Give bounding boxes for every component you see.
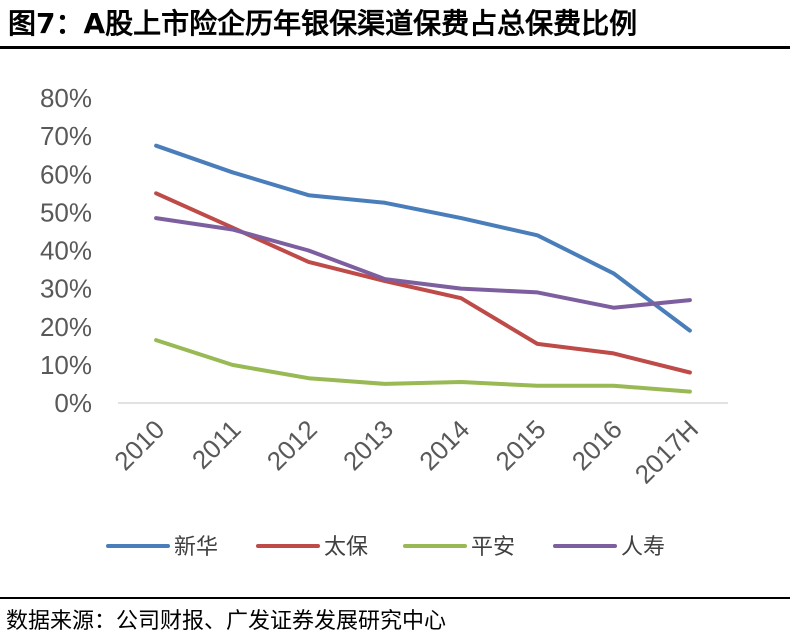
line-chart: 0%10%20%30%40%50%60%70%80% 2010 2011 2012 2… [40,83,728,560]
y-axis-labels: 0% 10% 20% 30% 40% 50% 60% 70% 80% [40,83,92,418]
series-line-平安 [154,338,692,394]
series-lines [154,143,692,394]
y-tick-label: 40% [40,236,92,266]
x-axis-labels: 2010 2011 2012 2013 2014 2015 2016 2017H [108,414,704,489]
y-tick-label: 50% [40,197,92,227]
legend-label: 新华 [174,535,218,560]
y-tick-label: 10% [40,350,92,380]
y-tick-label: 30% [40,274,92,304]
x-tick-label: 2010 [108,414,170,476]
x-tick-label: 2011 [186,414,247,475]
x-tick-label: 2014 [413,414,475,476]
x-tick-label: 2013 [337,414,399,476]
source-note: 数据来源：公司财报、广发证券发展研究中心 [6,609,447,634]
legend-label: 人寿 [621,535,665,560]
y-tick-label: 20% [40,312,92,342]
x-tick-label: 2015 [490,414,552,476]
y-tick-label: 80% [40,83,92,113]
legend-label: 太保 [324,535,368,560]
title-rule [0,46,790,49]
source-rule [0,597,790,599]
x-tick-label: 2016 [566,414,628,476]
y-tick-label: 0% [54,388,92,418]
legend-label: 平安 [471,535,515,560]
series-line-人寿 [154,216,692,310]
figure-title: 图7：A股上市险企历年银保渠道保费占总保费比例 [8,7,638,40]
y-tick-label: 60% [40,159,92,189]
y-tick-label: 70% [40,121,92,151]
x-tick-label: 2017H [629,414,704,489]
x-tick-label: 2012 [261,414,323,476]
legend: 新华 太保 平安 人寿 [106,535,665,560]
series-line-新华 [154,143,692,333]
